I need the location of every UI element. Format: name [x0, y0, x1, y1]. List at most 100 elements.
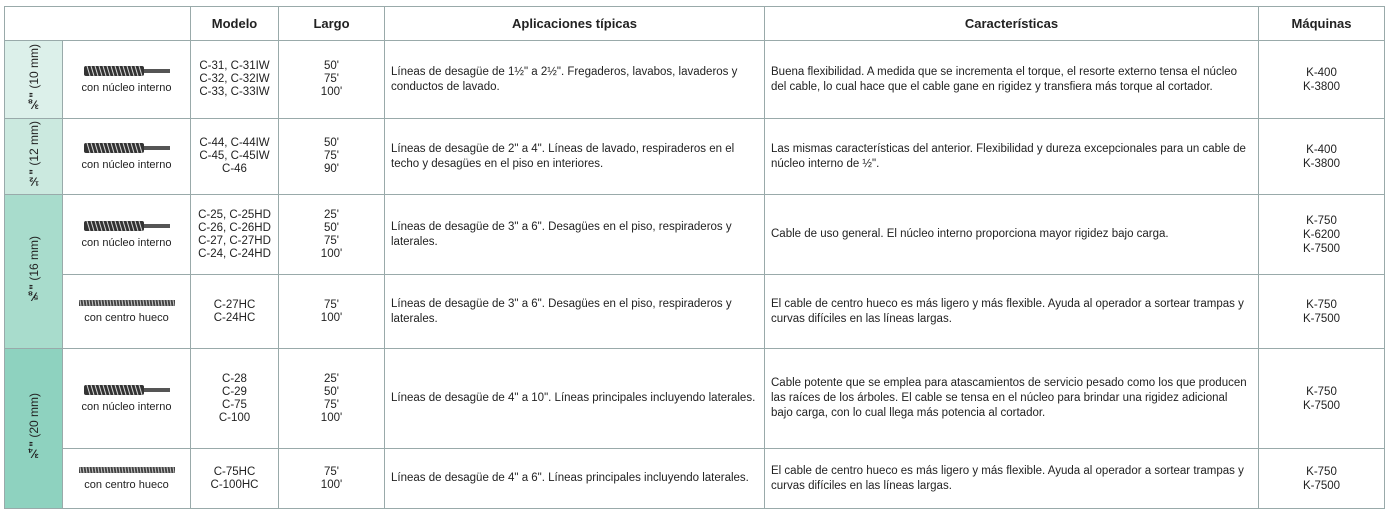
- features-cell: El cable de centro hueco es más ligero y…: [764, 448, 1259, 509]
- table-row: ⅜" (10 mm) con núcleo interno C-31, C-31IW…: [4, 40, 1385, 119]
- cable-icon: [83, 384, 170, 396]
- cable-icon: [83, 142, 170, 154]
- machine: K-3800: [1302, 80, 1341, 93]
- cable-type: con núcleo interno: [81, 82, 172, 94]
- machines-cell: K-750 K-7500: [1258, 448, 1385, 509]
- cable-icon: [83, 220, 170, 232]
- table-row: con centro hueco C-75HC C-100HC 75' 100' Líne…: [5, 448, 1385, 509]
- cable-icon: [83, 65, 170, 77]
- table-row: ½" (12 mm) con núcleo interno C-44, C-44IW…: [4, 118, 1385, 195]
- machine: K-400: [1306, 143, 1337, 156]
- model: C-27HC: [213, 298, 256, 311]
- size-inch: ½": [26, 169, 41, 189]
- length: 50': [324, 385, 339, 398]
- size-cell: ⅝" (16 mm): [4, 194, 63, 349]
- machine: K-400: [1306, 66, 1337, 79]
- size-label: ⅜" (10 mm): [27, 44, 41, 112]
- machines-cell: K-400 K-3800: [1258, 40, 1385, 119]
- size-inch: ⅜": [26, 92, 41, 112]
- table-row: ⅝" (16 mm) con núcleo interno C-25, C-25HD…: [4, 194, 1385, 349]
- cable-table: Modelo Largo Aplicaciones típicas Caracterí…: [4, 6, 1385, 509]
- model: C-33, C-33IW: [199, 86, 270, 98]
- length: 75': [324, 73, 339, 85]
- machine: K-7500: [1302, 399, 1341, 412]
- length: 75': [324, 298, 339, 311]
- lengths-cell: 75' 100': [278, 274, 385, 349]
- lengths-cell: 25' 50' 75' 100': [278, 194, 385, 275]
- length: 100': [320, 311, 343, 324]
- header-blank: [4, 6, 191, 41]
- machine: K-7500: [1302, 479, 1341, 492]
- column-header: Aplicaciones típicas: [384, 6, 765, 41]
- model: C-24HC: [213, 311, 256, 324]
- size-metric: (16 mm): [26, 236, 41, 281]
- length: 25': [324, 372, 339, 385]
- column-header: Máquinas: [1258, 6, 1385, 41]
- machine: K-3800: [1302, 157, 1341, 170]
- length: 100': [320, 478, 343, 491]
- table-row: con centro hueco C-27HC C-24HC 75' 100' Línea…: [5, 274, 1385, 349]
- models-cell: C-31, C-31IW C-32, C-32IW C-33, C-33IW: [190, 40, 279, 119]
- length: 25': [324, 208, 339, 221]
- cable-type: con núcleo interno: [81, 237, 172, 249]
- cable-icon: [78, 466, 175, 474]
- features-cell: Cable de uso general. El núcleo interno …: [764, 194, 1259, 275]
- length: 75': [324, 465, 339, 478]
- size-label: ¾" (20 mm): [27, 393, 41, 461]
- cable-type: con centro hueco: [84, 312, 169, 324]
- cable-type: con núcleo interno: [81, 159, 172, 171]
- model: C-45, C-45IW: [199, 150, 270, 162]
- machine: K-750: [1306, 385, 1337, 398]
- applications-cell: Líneas de desagüe de 1½" a 2½". Fregader…: [384, 40, 765, 119]
- lengths-cell: 75' 100': [278, 448, 385, 509]
- size-cell: ½" (12 mm): [4, 118, 63, 195]
- table-row: ¾" (20 mm) con núcleo interno C-28 C-29 C-75…: [4, 348, 1385, 509]
- lengths-cell: 25' 50' 75' 100': [278, 348, 385, 449]
- size-inch: ¾": [26, 441, 41, 461]
- size-metric: (20 mm): [26, 393, 41, 438]
- model: C-28: [222, 372, 247, 385]
- cable-cell: con centro hueco: [62, 274, 191, 349]
- features-cell: Cable potente que se emplea para atascam…: [764, 348, 1259, 449]
- applications-cell: Líneas de desagüe de 3" a 6". Desagües e…: [384, 274, 765, 349]
- size-label: ⅝" (16 mm): [27, 236, 41, 304]
- machine: K-750: [1306, 298, 1337, 311]
- size-label: ½" (12 mm): [27, 121, 41, 189]
- length: 75': [324, 398, 339, 411]
- models-cell: C-28 C-29 C-75 C-100: [190, 348, 279, 449]
- column-header: Características: [764, 6, 1259, 41]
- model: C-29: [222, 385, 247, 398]
- machines-cell: K-750 K-7500: [1258, 274, 1385, 349]
- cable-cell: con centro hueco: [62, 448, 191, 509]
- length: 100': [320, 411, 343, 424]
- length: 75': [324, 234, 339, 247]
- size-metric: (12 mm): [26, 121, 41, 166]
- applications-cell: Líneas de desagüe de 4" a 10". Líneas pr…: [384, 348, 765, 449]
- features-cell: Las mismas características del anterior.…: [764, 118, 1259, 195]
- applications-cell: Líneas de desagüe de 4" a 6". Líneas pri…: [384, 448, 765, 509]
- cable-icon: [78, 299, 175, 307]
- column-header: Largo: [278, 6, 385, 41]
- length: 50': [324, 221, 339, 234]
- features-cell: Buena flexibilidad. A medida que se incr…: [764, 40, 1259, 119]
- model: C-25, C-25HD: [198, 208, 271, 221]
- size-cell: ⅜" (10 mm): [4, 40, 63, 119]
- machine: K-7500: [1302, 312, 1341, 325]
- length: 75': [324, 150, 339, 162]
- model: C-32, C-32IW: [199, 73, 270, 85]
- cable-cell: con núcleo interno: [62, 40, 191, 119]
- applications-cell: Líneas de desagüe de 3" a 6". Desagües e…: [384, 194, 765, 275]
- size-metric: (10 mm): [26, 44, 41, 89]
- column-header: Modelo: [190, 6, 279, 41]
- cable-type: con núcleo interno: [81, 401, 172, 413]
- model: C-27, C-27HD: [198, 234, 271, 247]
- applications-cell: Líneas de desagüe de 2" a 4". Líneas de …: [384, 118, 765, 195]
- lengths-cell: 50' 75' 100': [278, 40, 385, 119]
- machine: K-7500: [1302, 242, 1341, 255]
- machines-cell: K-750 K-7500: [1258, 348, 1385, 449]
- cable-type: con centro hueco: [84, 479, 169, 491]
- models-cell: C-75HC C-100HC: [190, 448, 279, 509]
- length: 90': [324, 163, 339, 175]
- machine: K-750: [1306, 214, 1337, 227]
- cable-cell: con núcleo interno: [62, 348, 191, 449]
